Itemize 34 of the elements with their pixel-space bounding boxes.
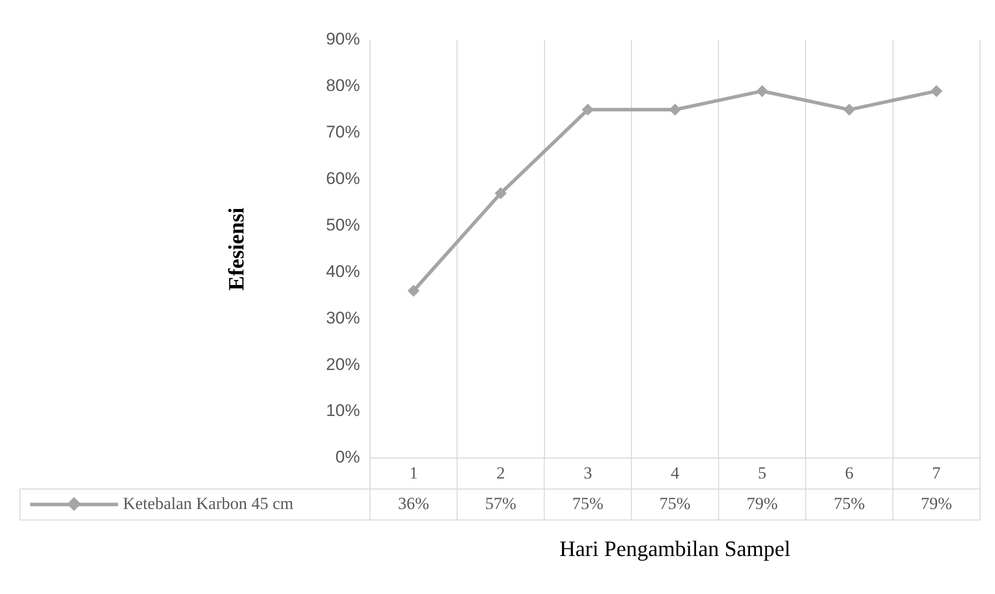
data-label: 75% [572, 494, 604, 513]
x-tick-label: 1 [409, 464, 418, 483]
y-tick-label: 70% [326, 122, 360, 142]
data-label: 57% [485, 494, 516, 513]
x-tick-label: 7 [932, 464, 942, 483]
y-tick-label: 80% [326, 76, 360, 96]
data-label: 79% [746, 494, 778, 513]
point [494, 187, 507, 200]
x-tick-label: 5 [758, 464, 766, 483]
y-tick-label: 60% [326, 169, 360, 188]
y-tick-label: 30% [326, 308, 360, 328]
data-label: 75% [834, 494, 865, 513]
x-tick-label: 2 [496, 464, 505, 483]
point [756, 85, 768, 98]
y-tick-label: 90% [326, 30, 360, 49]
x-tick-label: 6 [845, 464, 854, 483]
y-tick-label: 40% [326, 262, 360, 281]
data-label: 75% [659, 494, 691, 513]
point [669, 104, 681, 116]
y-axis-title: Efesiensi [224, 207, 249, 291]
text: Ketebalan Karbon 45 cm [123, 494, 294, 513]
y-tick-label: 50% [326, 215, 360, 234]
y-tick-label: 0% [335, 448, 360, 467]
point [582, 104, 594, 116]
data-label: 79% [920, 494, 952, 513]
y-tick-label: 10% [326, 401, 360, 420]
data-label: 36% [398, 494, 430, 513]
point [408, 284, 420, 297]
x-axis-title: Hari Pengambilan Sampel [560, 536, 790, 561]
x-tick-label: 3 [584, 464, 592, 483]
y-tick-label: 20% [326, 354, 360, 374]
point [930, 85, 942, 98]
x-tick-label: 4 [670, 464, 680, 483]
point [843, 104, 856, 116]
